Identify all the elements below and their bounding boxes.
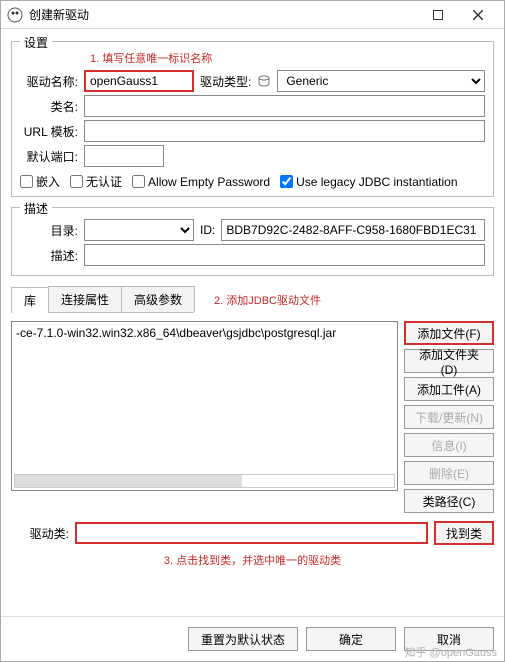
settings-group: 设置 1. 填写任意唯一标识名称 驱动名称: 驱动类型: Generic 类名:… (11, 41, 494, 197)
default-port-label: 默认端口: (20, 148, 78, 165)
driver-class-input[interactable] (75, 522, 428, 544)
dialog-content: 设置 1. 填写任意唯一标识名称 驱动名称: 驱动类型: Generic 类名:… (1, 29, 504, 616)
desc-label: 描述: (20, 247, 78, 264)
directory-select[interactable] (84, 219, 194, 241)
library-listbox[interactable]: -ce-7.1.0-win32.win32.x86_64\dbeaver\gsj… (11, 321, 398, 491)
description-legend: 描述 (20, 200, 52, 217)
reset-button[interactable]: 重置为默认状态 (188, 627, 298, 651)
find-class-button[interactable]: 找到类 (434, 521, 494, 545)
default-port-input[interactable] (84, 145, 164, 167)
desc-input[interactable] (84, 244, 485, 266)
tab-connection[interactable]: 连接属性 (48, 286, 122, 312)
driver-type-label: 驱动类型: (200, 73, 251, 90)
driver-name-input[interactable] (84, 70, 194, 92)
classpath-button[interactable]: 类路径(C) (404, 489, 494, 513)
delete-button[interactable]: 删除(E) (404, 461, 494, 485)
driver-class-label: 驱动类: (11, 525, 69, 542)
directory-label: 目录: (20, 222, 78, 239)
driver-name-label: 驱动名称: (20, 73, 78, 90)
library-buttons: 添加文件(F) 添加文件夹(D) 添加工件(A) 下载/更新(N) 信息(I) … (404, 321, 494, 513)
class-name-input[interactable] (84, 95, 485, 117)
generic-icon (257, 74, 271, 88)
id-label: ID: (200, 223, 215, 237)
class-name-label: 类名: (20, 98, 78, 115)
note-3: 3. 点击找到类，并选中唯一的驱动类 (11, 552, 494, 568)
tab-advanced[interactable]: 高级参数 (121, 286, 195, 312)
add-file-button[interactable]: 添加文件(F) (404, 321, 494, 345)
url-template-input[interactable] (84, 120, 485, 142)
tabs: 库 连接属性 高级参数 (11, 286, 194, 313)
library-area: -ce-7.1.0-win32.win32.x86_64\dbeaver\gsj… (11, 321, 494, 513)
maximize-button[interactable] (418, 2, 458, 28)
window-title: 创建新驱动 (29, 6, 418, 23)
note-2: 2. 添加JDBC驱动文件 (214, 292, 321, 308)
library-item[interactable]: -ce-7.1.0-win32.win32.x86_64\dbeaver\gsj… (16, 326, 393, 340)
note-1: 1. 填写任意唯一标识名称 (90, 50, 485, 66)
download-button[interactable]: 下载/更新(N) (404, 405, 494, 429)
dialog-window: 创建新驱动 设置 1. 填写任意唯一标识名称 驱动名称: 驱动类型: Gener… (0, 0, 505, 662)
description-group: 描述 目录: ID: 描述: (11, 207, 494, 276)
settings-legend: 设置 (20, 34, 52, 51)
add-folder-button[interactable]: 添加文件夹(D) (404, 349, 494, 373)
embed-checkbox[interactable]: 嵌入 (20, 173, 60, 190)
id-input[interactable] (221, 219, 485, 241)
tab-library[interactable]: 库 (11, 287, 49, 313)
ok-button[interactable]: 确定 (306, 627, 396, 651)
horizontal-scrollbar[interactable] (14, 474, 395, 488)
add-artifact-button[interactable]: 添加工件(A) (404, 377, 494, 401)
url-template-label: URL 模板: (20, 123, 78, 140)
close-button[interactable] (458, 2, 498, 28)
noauth-checkbox[interactable]: 无认证 (70, 173, 122, 190)
info-button[interactable]: 信息(I) (404, 433, 494, 457)
titlebar: 创建新驱动 (1, 1, 504, 29)
allow-empty-checkbox[interactable]: Allow Empty Password (132, 175, 270, 189)
watermark: 知乎 @openGauss (405, 644, 498, 660)
use-legacy-checkbox[interactable]: Use legacy JDBC instantiation (280, 175, 457, 189)
app-icon (7, 7, 23, 23)
driver-type-select[interactable]: Generic (277, 70, 485, 92)
